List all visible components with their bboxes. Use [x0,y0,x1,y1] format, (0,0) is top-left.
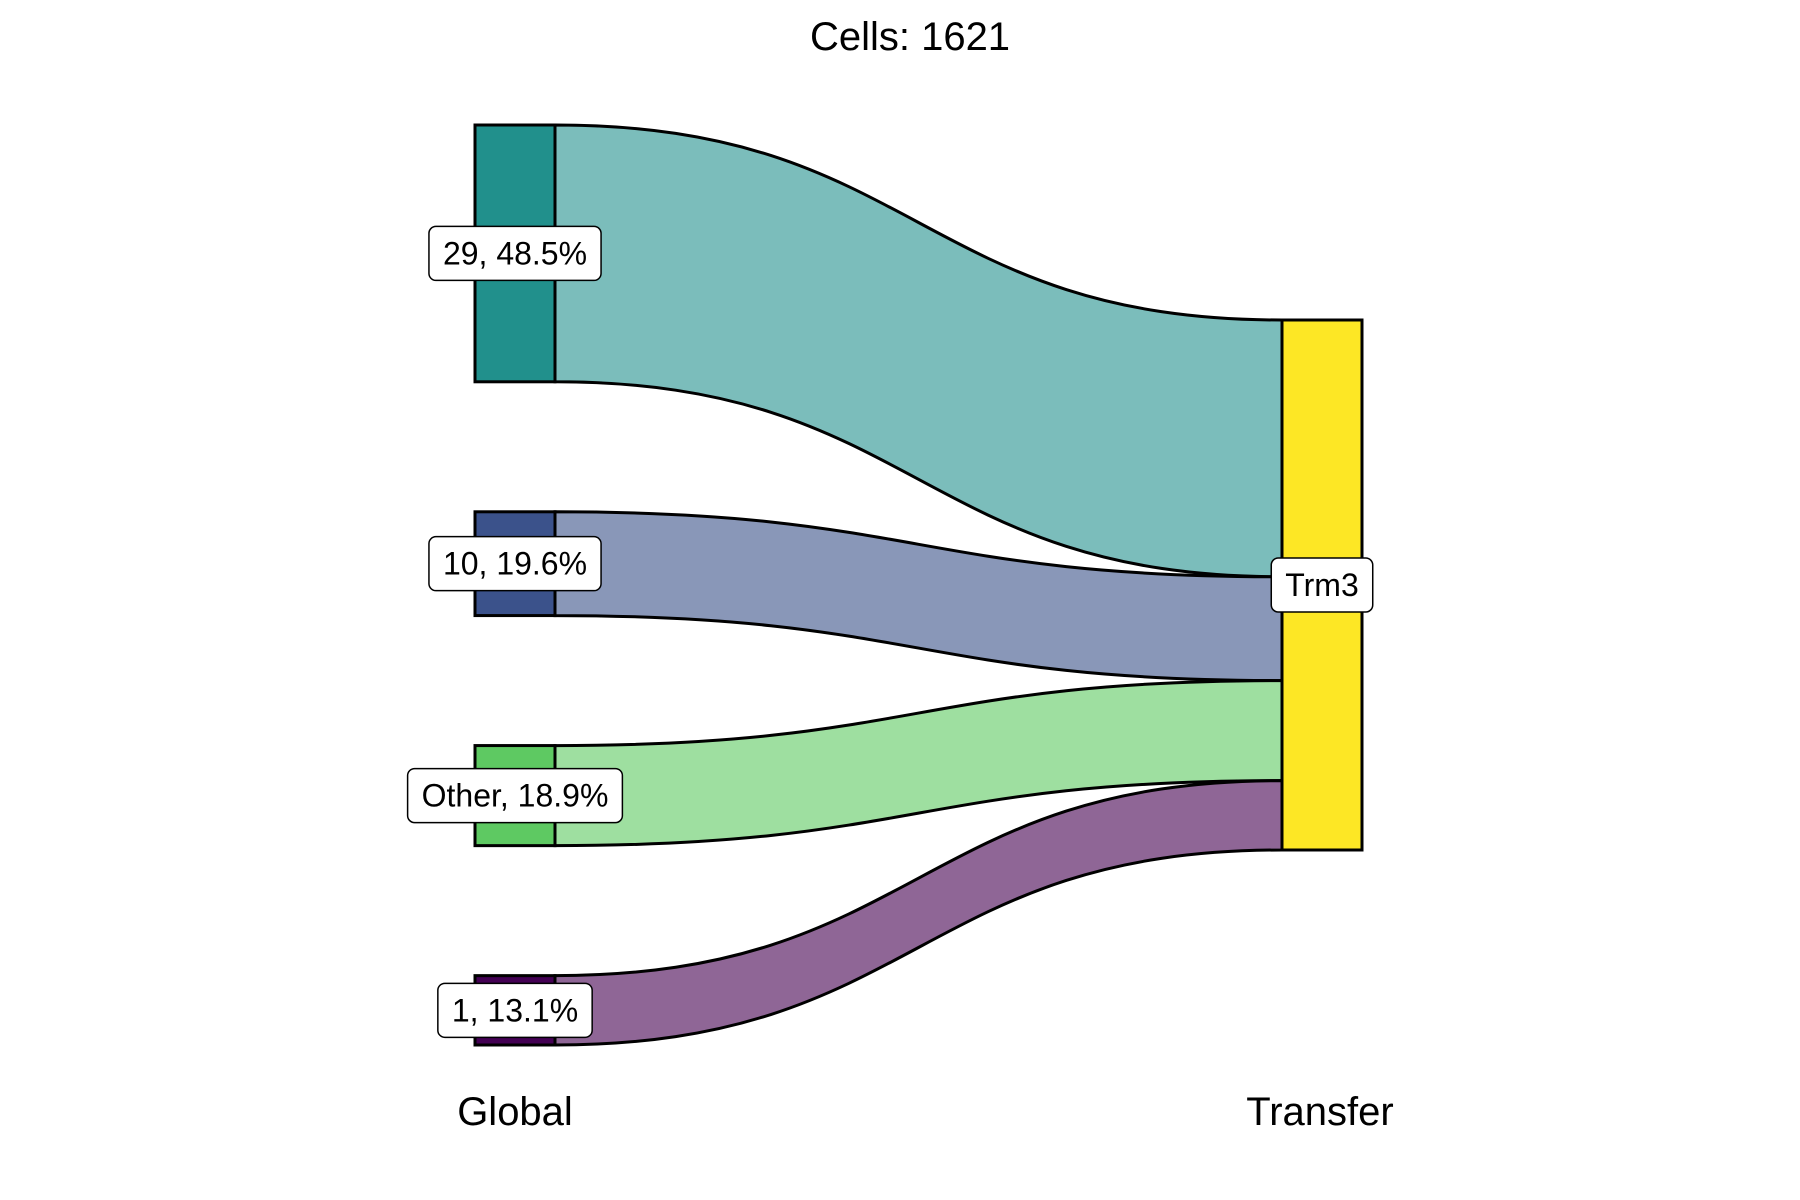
source-label-text: 10, 19.6% [443,546,587,582]
axis-label-global: Global [457,1090,573,1134]
chart-title: Cells: 1621 [810,15,1010,59]
target-label-trm3: Trm3 [1270,557,1374,613]
source-label-box [428,535,602,592]
source-label-box [406,767,624,824]
source-label-10: 10, 19.6% [428,535,602,592]
target-label-text: Trm3 [1285,567,1358,603]
target-label-box [1270,557,1374,613]
source-label-box [437,982,593,1039]
source-label-other: Other, 18.9% [406,767,624,824]
flows-layer [553,123,1284,1047]
source-label-text: 29, 48.5% [443,235,587,271]
source-label-text: 1, 13.1% [452,992,578,1028]
flow-29-to-trm3 [553,123,1284,579]
source-label-29: 29, 48.5% [428,225,602,282]
axis-label-transfer: Transfer [1246,1090,1393,1134]
labels-layer: 29, 48.5% 10, 19.6% Other, 18.9% 1, 13.1% Tr… [406,225,1374,1039]
source-label-box [428,225,602,282]
source-label-text: Other, 18.9% [422,778,609,814]
source-label-1: 1, 13.1% [437,982,593,1039]
